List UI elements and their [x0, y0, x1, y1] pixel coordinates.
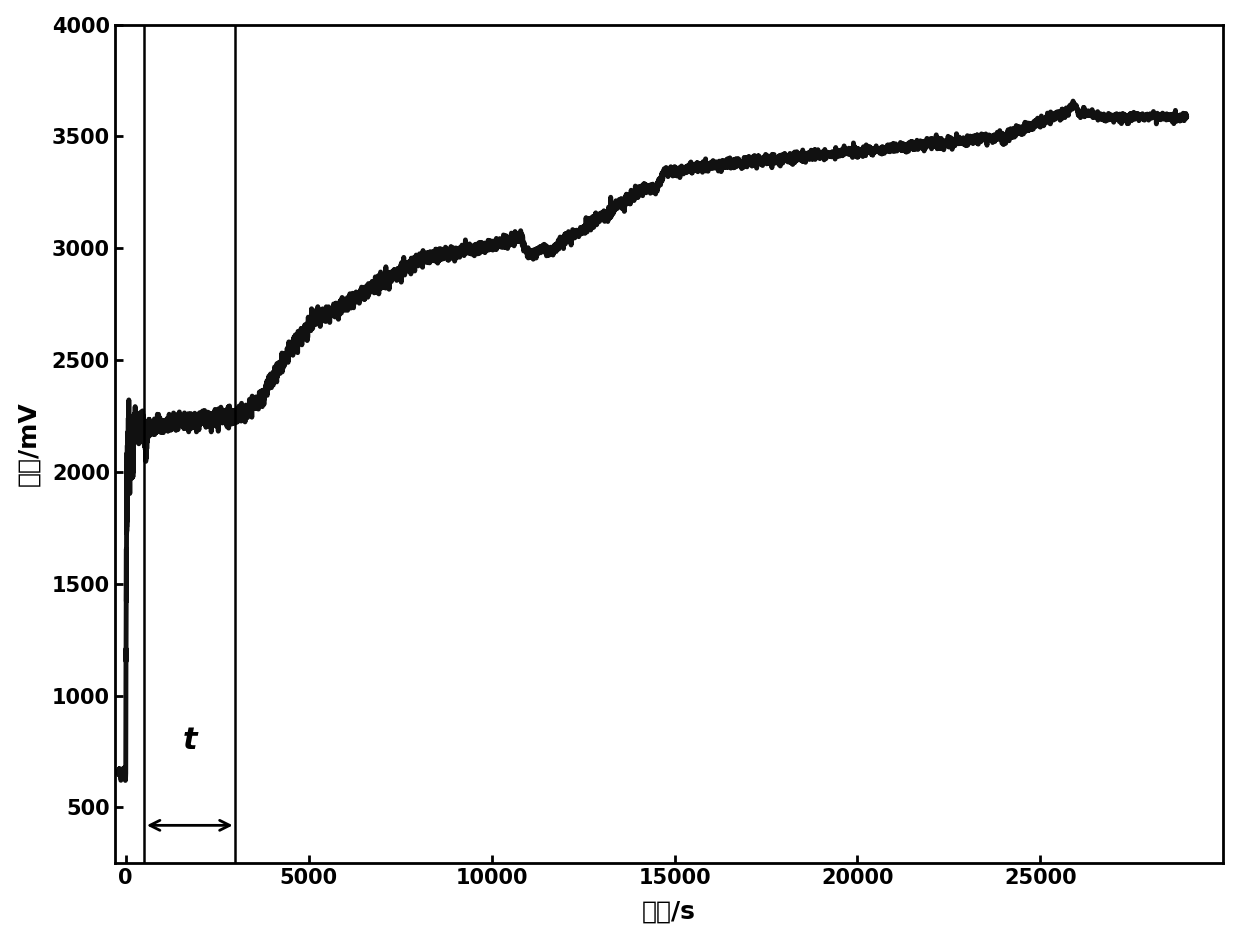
Y-axis label: 电压/mV: 电压/mV [16, 401, 41, 486]
X-axis label: 时间/s: 时间/s [642, 900, 696, 923]
Text: t: t [182, 726, 197, 755]
